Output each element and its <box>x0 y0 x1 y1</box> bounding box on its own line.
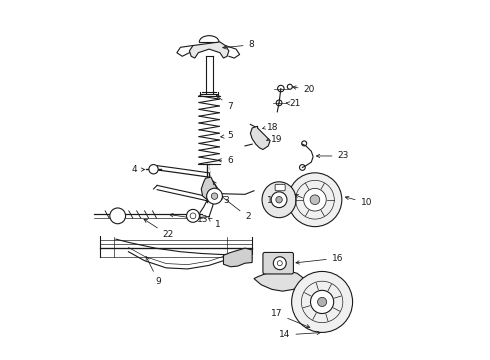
Text: 22: 22 <box>144 219 174 239</box>
Polygon shape <box>190 42 229 58</box>
Text: 18: 18 <box>267 123 279 132</box>
Text: 12: 12 <box>295 194 319 207</box>
Circle shape <box>110 208 125 224</box>
Circle shape <box>292 271 353 332</box>
Polygon shape <box>254 270 304 291</box>
Circle shape <box>278 85 284 92</box>
Text: 2: 2 <box>221 196 250 221</box>
Circle shape <box>276 197 282 203</box>
Polygon shape <box>250 126 270 149</box>
Polygon shape <box>201 177 218 200</box>
Text: 6: 6 <box>218 156 233 165</box>
Text: 15: 15 <box>268 252 279 261</box>
Circle shape <box>271 192 287 208</box>
Text: 21: 21 <box>286 99 300 108</box>
Polygon shape <box>223 248 252 267</box>
Text: 9: 9 <box>146 257 161 285</box>
Circle shape <box>304 188 326 211</box>
Text: 8: 8 <box>223 40 254 49</box>
Circle shape <box>207 188 222 204</box>
Circle shape <box>187 210 199 222</box>
Circle shape <box>215 191 221 197</box>
FancyBboxPatch shape <box>263 252 294 274</box>
Text: 4: 4 <box>132 166 145 175</box>
Text: 1: 1 <box>208 218 220 229</box>
Ellipse shape <box>262 182 296 218</box>
FancyBboxPatch shape <box>275 184 285 191</box>
Circle shape <box>211 193 218 199</box>
Circle shape <box>287 84 293 89</box>
Text: 20: 20 <box>293 85 315 94</box>
Circle shape <box>318 297 327 306</box>
Text: 11: 11 <box>267 185 279 205</box>
Circle shape <box>311 291 334 314</box>
Text: 17: 17 <box>271 309 310 328</box>
Circle shape <box>276 100 282 106</box>
Text: 3: 3 <box>213 181 229 205</box>
Text: 19: 19 <box>271 135 283 144</box>
Text: 23: 23 <box>317 152 349 161</box>
Circle shape <box>288 173 342 226</box>
Text: 14: 14 <box>279 330 320 339</box>
Circle shape <box>149 165 158 174</box>
Text: 10: 10 <box>345 196 372 207</box>
Circle shape <box>310 195 320 204</box>
Text: 5: 5 <box>220 131 233 140</box>
Text: 7: 7 <box>216 95 233 111</box>
Text: 13: 13 <box>170 213 208 224</box>
Circle shape <box>273 257 286 270</box>
Text: 16: 16 <box>296 254 343 264</box>
